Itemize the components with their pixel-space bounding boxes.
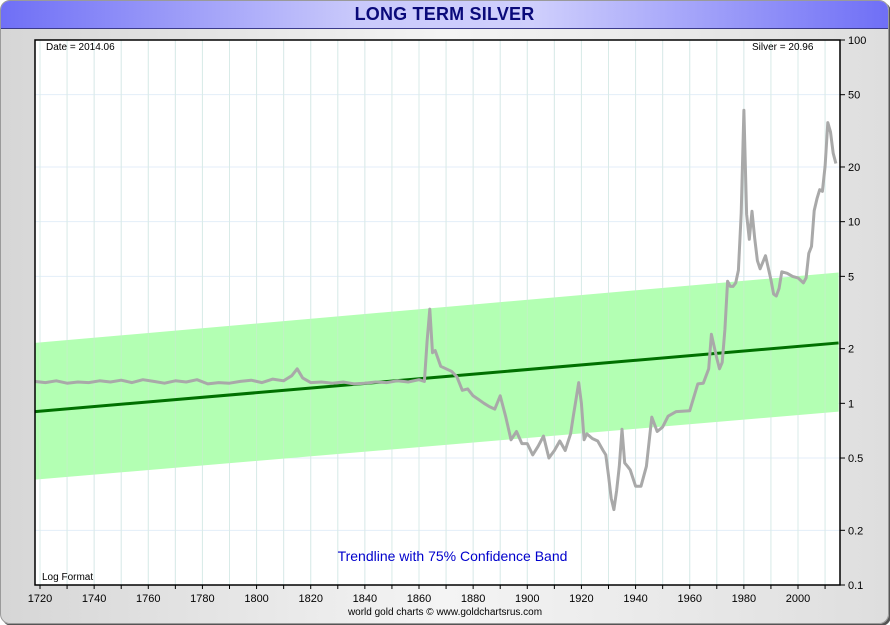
x-tick-label: 1920 [569,593,593,605]
plot-border [34,39,841,586]
y-tick-label: 2 [848,344,854,356]
x-tick-label: 1900 [515,593,539,605]
band-note: Trendline with 75% Confidence Band [337,548,568,564]
y-tick-label: 50 [848,90,860,102]
y-tick-label: 10 [848,217,860,229]
y-tick-label: 20 [848,162,860,174]
x-tick-label: 1940 [623,593,647,605]
x-tick-label: 1780 [190,593,214,605]
footer-credit: world gold charts © www.goldchartsrus.co… [347,607,543,618]
x-tick-label: 1840 [353,593,377,605]
silver-price-line [35,108,838,512]
x-tick-label: 1720 [28,593,52,605]
x-tick-label: 1860 [407,593,431,605]
x-tick-label: 1820 [298,593,322,605]
y-tick-label: 1 [848,398,854,410]
date-readout: Date = 2014.06 [46,42,115,53]
y-tick-label: 0.5 [848,453,863,465]
x-tick-label: 1980 [732,593,756,605]
y-tick-label: 0.2 [848,525,863,537]
y-tick-label: 5 [848,271,854,283]
x-tick-label: 1740 [82,593,106,605]
x-tick-label: 1960 [677,593,701,605]
x-tick-label: 1800 [244,593,268,605]
x-tick-label: 1880 [461,593,485,605]
y-tick-label: 100 [848,35,866,47]
trend-line [35,341,839,414]
value-readout: Silver = 20.96 [752,42,814,53]
title-bar: LONG TERM SILVER [1,1,888,29]
scale-note: Log Format [42,572,94,583]
y-tick-label: 0.1 [848,580,863,592]
chart-title: LONG TERM SILVER [354,4,535,24]
x-tick-label: 2000 [786,593,810,605]
x-tick-label: 1760 [136,593,160,605]
